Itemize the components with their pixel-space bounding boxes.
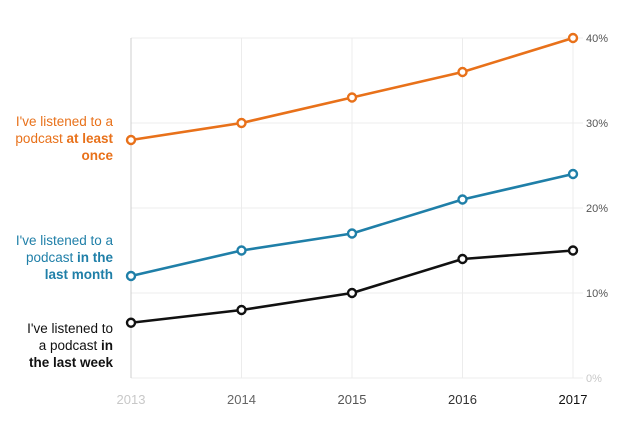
series-label-plain: I've listened to a podcast xyxy=(27,321,113,353)
data-point xyxy=(567,168,579,180)
data-point xyxy=(125,270,137,282)
y-tick-label: 10% xyxy=(586,288,608,300)
data-point xyxy=(236,304,247,316)
series-label-plain: I've listened to a podcast xyxy=(15,233,113,265)
x-tick-label: 2017 xyxy=(559,392,588,407)
data-point xyxy=(346,92,358,103)
x-tick-label: 2014 xyxy=(227,392,256,407)
data-point xyxy=(236,245,247,256)
series-points xyxy=(125,32,579,328)
y-tick-label: 40% xyxy=(586,33,608,45)
data-point xyxy=(346,287,358,299)
data-point xyxy=(457,253,468,265)
data-point xyxy=(567,245,579,256)
y-tick-label: 30% xyxy=(586,118,608,130)
x-tick-label: 2013 xyxy=(117,392,146,407)
y-tick-label: 0% xyxy=(586,373,602,385)
x-tick-label: 2016 xyxy=(448,392,477,407)
series-label-plain: I've listened to a podcast xyxy=(15,114,113,146)
y-axis-tick-labels: 0% 10% 20% 30% 40% xyxy=(586,33,608,385)
series-label-at-least-once: I've listened to a podcast at least once xyxy=(0,113,113,164)
data-point xyxy=(567,32,579,44)
horizontal-gridlines xyxy=(131,37,583,379)
series-label-last-week: I've listened to a podcast in the last w… xyxy=(17,320,113,371)
series-label-bold: in the last month xyxy=(44,250,113,282)
data-point xyxy=(125,134,137,146)
data-point xyxy=(346,228,358,239)
data-point xyxy=(457,66,468,78)
data-point xyxy=(125,317,137,328)
data-point xyxy=(236,117,247,129)
x-tick-label: 2015 xyxy=(338,392,367,407)
series-label-bold: in the last week xyxy=(28,338,113,370)
x-axis-tick-labels: 2013 2014 2015 2016 2017 xyxy=(117,392,588,407)
y-tick-label: 20% xyxy=(586,203,608,215)
data-point xyxy=(457,194,468,205)
series-label-bold: at least once xyxy=(66,131,113,163)
series-label-last-month: I've listened to a podcast in the last m… xyxy=(5,232,113,283)
